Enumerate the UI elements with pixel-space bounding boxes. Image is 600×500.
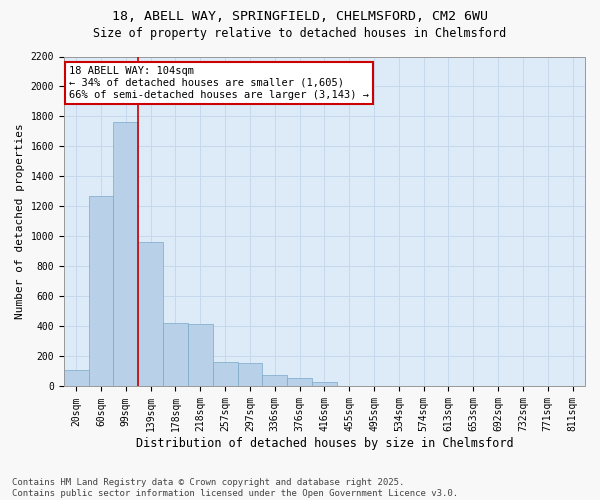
Bar bbox=[188, 324, 212, 386]
Text: 18, ABELL WAY, SPRINGFIELD, CHELMSFORD, CM2 6WU: 18, ABELL WAY, SPRINGFIELD, CHELMSFORD, … bbox=[112, 10, 488, 23]
Text: Size of property relative to detached houses in Chelmsford: Size of property relative to detached ho… bbox=[94, 28, 506, 40]
Y-axis label: Number of detached properties: Number of detached properties bbox=[15, 124, 25, 320]
Bar bbox=[64, 370, 89, 386]
Bar bbox=[89, 196, 113, 386]
Bar bbox=[262, 375, 287, 386]
Bar bbox=[138, 242, 163, 386]
Bar bbox=[287, 378, 312, 386]
Bar bbox=[113, 122, 138, 386]
Bar bbox=[212, 362, 238, 386]
X-axis label: Distribution of detached houses by size in Chelmsford: Distribution of detached houses by size … bbox=[136, 437, 513, 450]
Text: Contains HM Land Registry data © Crown copyright and database right 2025.
Contai: Contains HM Land Registry data © Crown c… bbox=[12, 478, 458, 498]
Text: 18 ABELL WAY: 104sqm
← 34% of detached houses are smaller (1,605)
66% of semi-de: 18 ABELL WAY: 104sqm ← 34% of detached h… bbox=[69, 66, 369, 100]
Bar bbox=[238, 363, 262, 386]
Bar bbox=[312, 382, 337, 386]
Bar bbox=[163, 324, 188, 386]
